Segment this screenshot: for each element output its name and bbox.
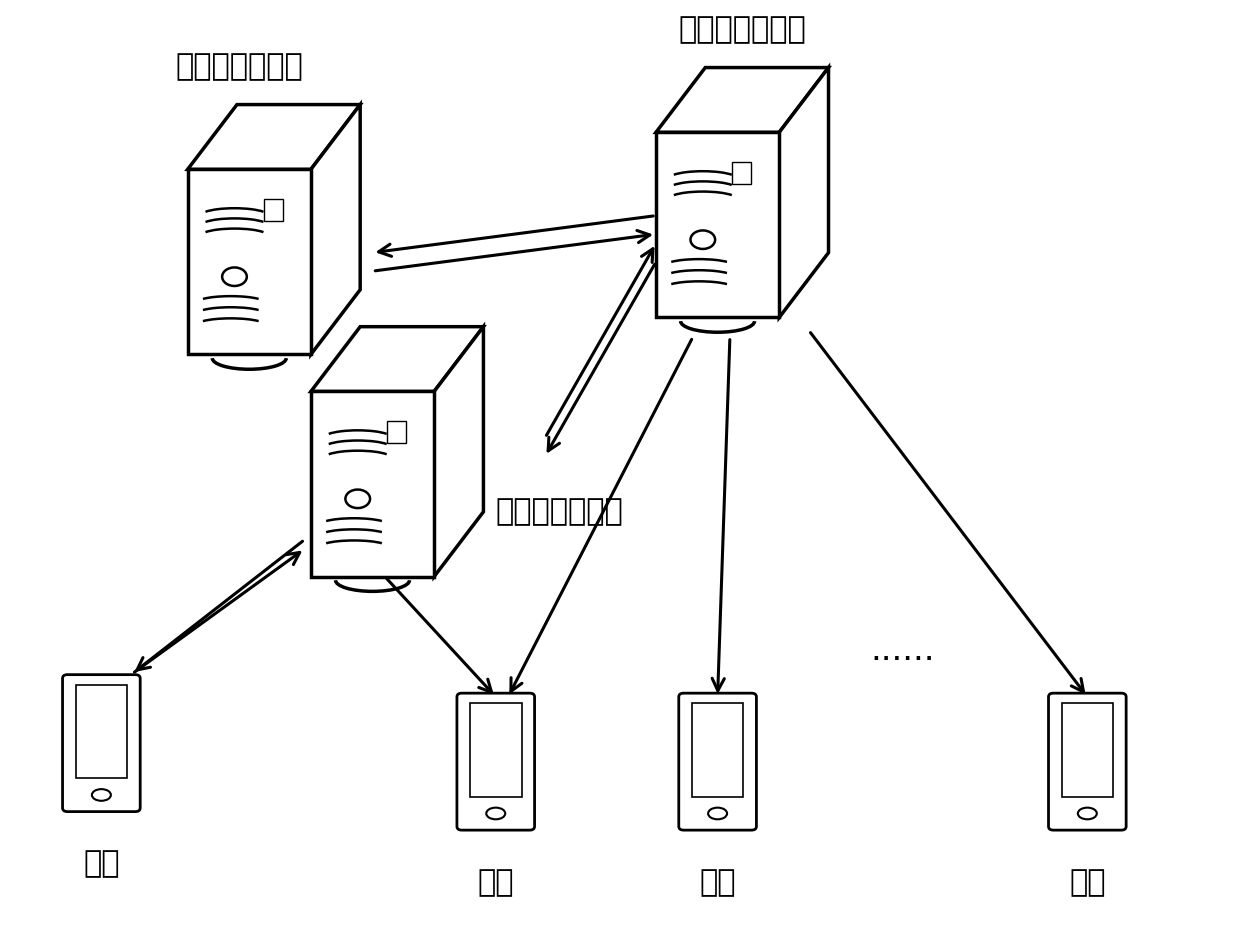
Polygon shape <box>656 132 779 317</box>
Text: 信息验证服务器: 信息验证服务器 <box>495 497 624 526</box>
Polygon shape <box>311 327 483 391</box>
Polygon shape <box>435 327 483 576</box>
Ellipse shape <box>487 807 505 819</box>
Bar <box>1061 703 1113 797</box>
Polygon shape <box>656 68 828 132</box>
Circle shape <box>345 490 370 508</box>
FancyBboxPatch shape <box>457 694 535 830</box>
Circle shape <box>691 231 716 249</box>
Bar <box>470 703 521 797</box>
Polygon shape <box>311 104 360 355</box>
Text: 终端: 终端 <box>699 868 735 897</box>
Text: 信息推送服务器: 信息推送服务器 <box>678 16 806 45</box>
Text: 终端: 终端 <box>1070 868 1106 897</box>
Polygon shape <box>188 169 311 355</box>
Bar <box>692 703 743 797</box>
Polygon shape <box>188 104 360 169</box>
Polygon shape <box>779 68 828 317</box>
Ellipse shape <box>1078 807 1097 819</box>
Bar <box>264 199 282 222</box>
FancyBboxPatch shape <box>63 675 140 812</box>
Bar <box>387 421 406 443</box>
Text: 终端: 终端 <box>478 868 514 897</box>
FancyBboxPatch shape <box>1049 694 1127 830</box>
Ellipse shape <box>708 807 727 819</box>
Polygon shape <box>311 391 435 576</box>
Text: ......: ...... <box>870 634 935 668</box>
Ellipse shape <box>92 789 111 801</box>
Text: 终端: 终端 <box>83 850 120 879</box>
Text: 虚拟用户服务器: 虚拟用户服务器 <box>176 52 303 81</box>
Bar <box>733 162 751 184</box>
Circle shape <box>222 267 246 286</box>
FancyBboxPatch shape <box>678 694 756 830</box>
Bar <box>76 685 128 778</box>
